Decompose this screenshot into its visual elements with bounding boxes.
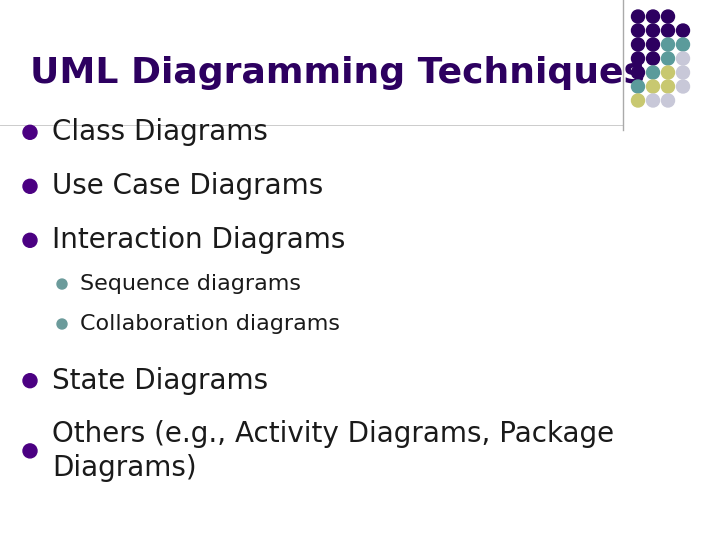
Ellipse shape: [677, 52, 690, 65]
Ellipse shape: [23, 125, 37, 139]
Ellipse shape: [631, 52, 644, 65]
Ellipse shape: [662, 24, 675, 37]
Ellipse shape: [677, 66, 690, 79]
Ellipse shape: [647, 80, 660, 93]
Ellipse shape: [631, 94, 644, 107]
Text: Interaction Diagrams: Interaction Diagrams: [52, 226, 346, 254]
Ellipse shape: [23, 374, 37, 388]
Ellipse shape: [662, 66, 675, 79]
Ellipse shape: [677, 80, 690, 93]
Ellipse shape: [647, 52, 660, 65]
Text: UML Diagramming Techniques: UML Diagramming Techniques: [30, 56, 645, 90]
Text: Class Diagrams: Class Diagrams: [52, 118, 268, 146]
Ellipse shape: [631, 80, 644, 93]
Ellipse shape: [57, 279, 67, 289]
Ellipse shape: [662, 94, 675, 107]
Text: Collaboration diagrams: Collaboration diagrams: [80, 314, 340, 334]
Ellipse shape: [647, 24, 660, 37]
Ellipse shape: [647, 94, 660, 107]
Ellipse shape: [631, 24, 644, 37]
Ellipse shape: [631, 66, 644, 79]
Ellipse shape: [662, 52, 675, 65]
Ellipse shape: [23, 233, 37, 247]
Ellipse shape: [23, 444, 37, 458]
Ellipse shape: [662, 10, 675, 23]
Ellipse shape: [677, 24, 690, 37]
Ellipse shape: [677, 38, 690, 51]
Ellipse shape: [647, 66, 660, 79]
Ellipse shape: [647, 38, 660, 51]
Ellipse shape: [57, 319, 67, 329]
Ellipse shape: [662, 80, 675, 93]
Ellipse shape: [647, 10, 660, 23]
Ellipse shape: [631, 10, 644, 23]
Text: Use Case Diagrams: Use Case Diagrams: [52, 172, 323, 200]
Ellipse shape: [23, 179, 37, 193]
Text: Others (e.g., Activity Diagrams, Package
Diagrams): Others (e.g., Activity Diagrams, Package…: [52, 420, 614, 482]
Ellipse shape: [662, 38, 675, 51]
Text: State Diagrams: State Diagrams: [52, 367, 268, 395]
Text: Sequence diagrams: Sequence diagrams: [80, 274, 301, 294]
Ellipse shape: [631, 38, 644, 51]
